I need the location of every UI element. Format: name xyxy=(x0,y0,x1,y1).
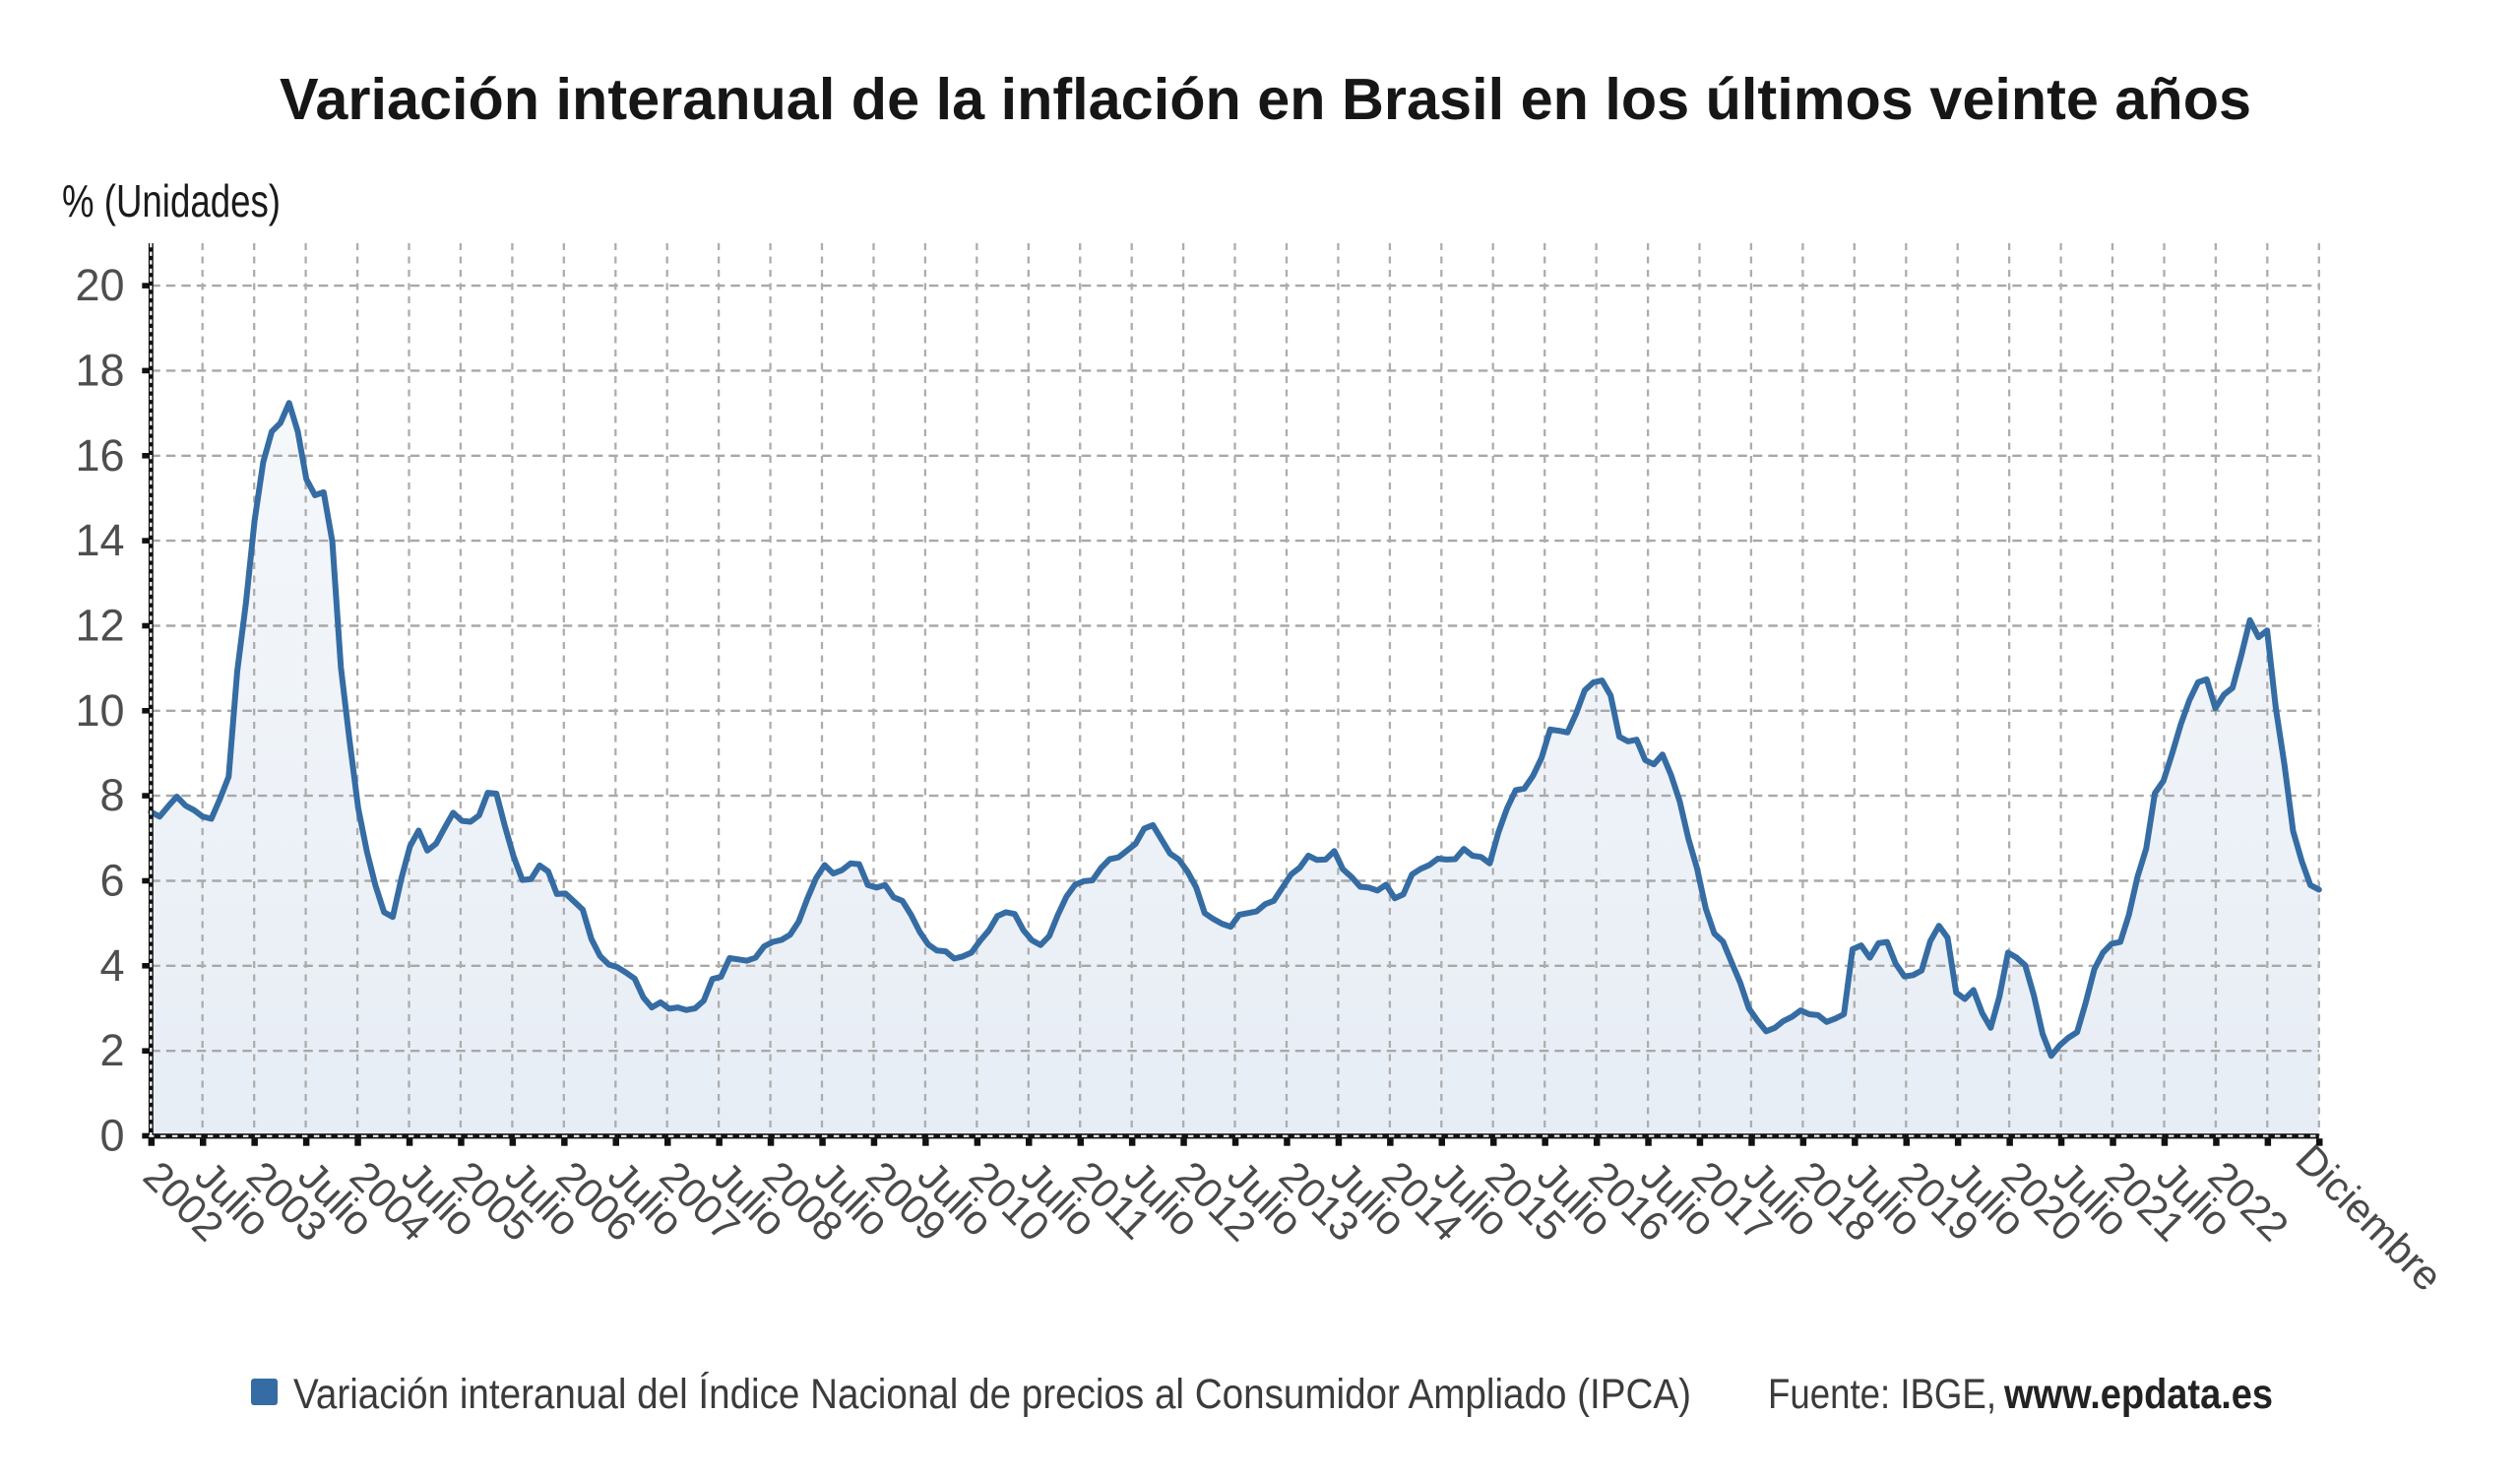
svg-text:4: 4 xyxy=(99,940,124,991)
svg-text:18: 18 xyxy=(75,345,124,395)
svg-text:Variación interanual del Índic: Variación interanual del Índice Nacional… xyxy=(293,1371,1691,1418)
svg-text:Fuente: IBGE,: Fuente: IBGE, xyxy=(1768,1371,1996,1418)
svg-text:Variación interanual de la inf: Variación interanual de la inflación en … xyxy=(280,67,2251,132)
svg-text:14: 14 xyxy=(75,515,124,565)
svg-text:0: 0 xyxy=(99,1111,124,1161)
svg-text:12: 12 xyxy=(75,601,124,651)
svg-text:www.epdata.es: www.epdata.es xyxy=(2003,1371,2273,1418)
svg-text:20: 20 xyxy=(75,260,124,310)
svg-text:2: 2 xyxy=(99,1025,124,1075)
svg-text:8: 8 xyxy=(99,770,124,820)
svg-text:10: 10 xyxy=(75,685,124,736)
svg-text:6: 6 xyxy=(99,856,124,906)
svg-text:% (Unidades): % (Unidades) xyxy=(62,175,281,226)
svg-text:16: 16 xyxy=(75,430,124,481)
